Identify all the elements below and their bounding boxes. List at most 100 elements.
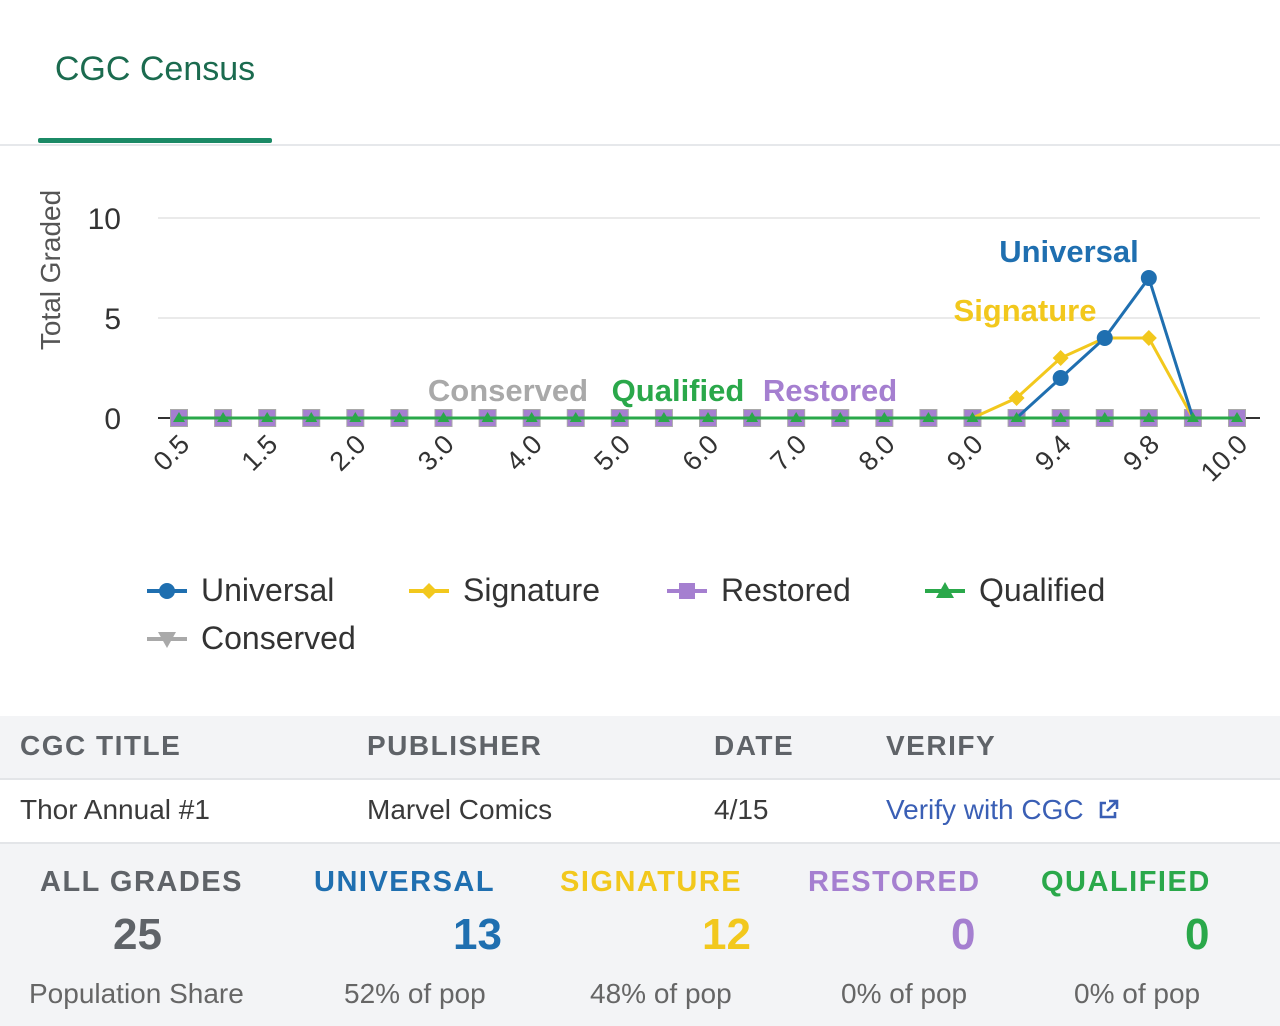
annotation-signature: Signature bbox=[954, 293, 1097, 328]
x-tick-label: 2.0 bbox=[324, 429, 372, 477]
legend-label: Signature bbox=[463, 572, 600, 608]
data-point bbox=[613, 412, 626, 422]
data-point bbox=[746, 412, 759, 422]
cell-date: 4/15 bbox=[714, 794, 769, 825]
x-tick-label: 10.0 bbox=[1195, 429, 1253, 487]
header-date: DATE bbox=[714, 730, 795, 761]
stat-value: 12 bbox=[702, 910, 751, 959]
stat-sub: 0% of pop bbox=[1074, 978, 1201, 1009]
data-point bbox=[1142, 412, 1155, 422]
legend-diamond-icon bbox=[409, 582, 449, 599]
data-point bbox=[1052, 350, 1069, 366]
verify-link-label: Verify with CGC bbox=[886, 794, 1084, 825]
cell-verify: Verify with CGC bbox=[886, 794, 1120, 826]
annotation-restored: Restored bbox=[763, 373, 897, 408]
data-point bbox=[790, 412, 803, 422]
data-point bbox=[966, 412, 979, 422]
table-header: CGC TITLE PUBLISHER DATE VERIFY bbox=[0, 716, 1280, 780]
legend-label: Universal bbox=[201, 572, 335, 608]
y-tick-label: 5 bbox=[104, 303, 121, 336]
data-point bbox=[393, 412, 406, 422]
data-point bbox=[878, 412, 891, 422]
legend-triangle-icon bbox=[925, 581, 965, 598]
data-point bbox=[1054, 412, 1067, 422]
data-point bbox=[349, 412, 362, 422]
population-stats: ALL GRADES 25 Population Share UNIVERSAL… bbox=[0, 844, 1280, 1026]
y-tick-label: 10 bbox=[88, 203, 121, 236]
legend-label: Conserved bbox=[201, 620, 356, 656]
x-tick-label: 6.0 bbox=[676, 429, 724, 477]
stat-sub: 0% of pop bbox=[841, 978, 968, 1009]
data-point bbox=[922, 412, 935, 422]
table-row: Thor Annual #1 Marvel Comics 4/15 Verify… bbox=[0, 780, 1280, 844]
data-point bbox=[481, 412, 494, 422]
legend-item-qualified[interactable]: Qualified bbox=[923, 572, 1105, 609]
stat-sub: 52% of pop bbox=[344, 978, 486, 1009]
legend-label: Restored bbox=[721, 572, 851, 608]
y-tick-label: 0 bbox=[104, 403, 121, 436]
data-point bbox=[1096, 330, 1113, 346]
stat-label: SIGNATURE bbox=[560, 866, 743, 898]
header-publisher: PUBLISHER bbox=[367, 730, 543, 761]
cell-title: Thor Annual #1 bbox=[20, 794, 210, 825]
data-point bbox=[569, 412, 582, 422]
legend-item-universal[interactable]: Universal bbox=[145, 572, 334, 609]
tab-cgc-census[interactable]: CGC Census bbox=[54, 50, 256, 88]
data-point bbox=[217, 412, 230, 422]
stat-label: QUALIFIED bbox=[1041, 866, 1211, 898]
legend-item-signature[interactable]: Signature bbox=[407, 572, 600, 609]
data-point bbox=[1140, 330, 1157, 346]
x-tick-label: 4.0 bbox=[500, 429, 548, 477]
census-chart: Total Graded 0 5 10 0.5 1.5 2.0 3.0 4.0 5.0 6.0 7… bbox=[35, 190, 1260, 487]
legend-square-icon bbox=[667, 582, 707, 599]
stat-value: 0 bbox=[1185, 910, 1210, 959]
data-point bbox=[305, 412, 318, 422]
legend-circle-icon bbox=[147, 582, 187, 599]
x-tick-label: 5.0 bbox=[588, 429, 636, 477]
stat-label: UNIVERSAL bbox=[314, 866, 496, 898]
data-point bbox=[702, 412, 714, 422]
x-tick-label: 9.8 bbox=[1117, 429, 1165, 477]
legend-item-conserved[interactable]: Conserved bbox=[145, 620, 356, 657]
header-cgc-title: CGC TITLE bbox=[20, 730, 182, 761]
stat-value: 0 bbox=[951, 910, 976, 959]
y-axis-label: Total Graded bbox=[35, 190, 66, 350]
stat-label: ALL GRADES bbox=[40, 866, 243, 898]
stat-sub: 48% of pop bbox=[590, 978, 732, 1009]
data-point bbox=[1186, 412, 1199, 422]
x-tick-label: 0.5 bbox=[147, 429, 195, 477]
data-point bbox=[1008, 390, 1025, 406]
x-tick-label: 3.0 bbox=[412, 429, 460, 477]
data-point bbox=[173, 412, 185, 422]
legend-item-restored[interactable]: Restored bbox=[665, 572, 851, 609]
annotation-conserved: Conserved bbox=[428, 373, 588, 408]
tab-bar: CGC Census bbox=[0, 0, 1280, 146]
data-point bbox=[1010, 412, 1023, 422]
stat-value: 25 bbox=[113, 910, 162, 959]
external-link-icon bbox=[1099, 799, 1118, 819]
x-tick-label: 7.0 bbox=[765, 429, 813, 477]
x-tick-label: 1.5 bbox=[236, 429, 284, 477]
active-tab-indicator bbox=[38, 138, 272, 143]
data-point bbox=[657, 412, 670, 422]
data-point bbox=[261, 412, 274, 422]
data-point bbox=[1140, 270, 1157, 286]
stat-value: 13 bbox=[453, 910, 502, 959]
data-point bbox=[437, 412, 450, 422]
data-point bbox=[1052, 370, 1069, 386]
x-tick-label: 8.0 bbox=[853, 429, 901, 477]
annotation-qualified: Qualified bbox=[612, 373, 745, 408]
data-point bbox=[1098, 412, 1111, 422]
header-verify: VERIFY bbox=[886, 730, 997, 761]
data-point bbox=[1231, 412, 1243, 422]
data-point bbox=[834, 412, 847, 422]
cell-publisher: Marvel Comics bbox=[367, 794, 553, 825]
verify-with-cgc-link[interactable]: Verify with CGC bbox=[886, 794, 1120, 826]
data-point bbox=[525, 412, 538, 422]
x-tick-label: 9.0 bbox=[941, 429, 989, 477]
stat-sub: Population Share bbox=[29, 978, 244, 1009]
legend-label: Qualified bbox=[979, 572, 1106, 608]
stat-label: RESTORED bbox=[808, 866, 981, 898]
annotation-universal: Universal bbox=[999, 234, 1139, 269]
x-tick-label: 9.4 bbox=[1029, 429, 1077, 477]
